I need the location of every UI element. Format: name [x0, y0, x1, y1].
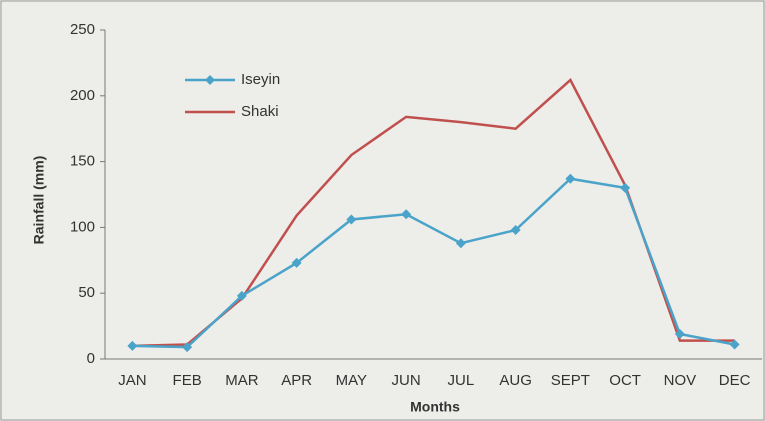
x-tick-label: OCT [609, 372, 641, 389]
x-tick-label: SEPT [551, 372, 590, 389]
x-tick-label: JUN [392, 372, 421, 389]
y-tick-label: 0 [87, 350, 95, 367]
series-marker [127, 340, 138, 351]
series-marker [182, 342, 193, 353]
series-marker [674, 328, 685, 339]
y-tick-label: 50 [78, 284, 95, 301]
legend-label: Shaki [241, 103, 279, 120]
x-axis-title: Months [410, 399, 460, 415]
series-marker [401, 209, 412, 220]
x-tick-label: NOV [664, 372, 697, 389]
legend-label: Iseyin [241, 71, 280, 88]
series-line [132, 177, 735, 349]
y-tick-label: 250 [70, 21, 95, 38]
y-tick-label: 100 [70, 218, 95, 235]
series-marker [291, 257, 302, 268]
x-tick-label: DEC [719, 372, 751, 389]
x-tick-label: JUL [448, 372, 475, 389]
x-tick-label: AUG [499, 372, 532, 389]
x-tick-label: APR [281, 372, 312, 389]
series-marker [346, 214, 357, 225]
y-tick-label: 150 [70, 153, 95, 170]
series-marker [620, 182, 631, 193]
x-tick-label: MAY [336, 372, 367, 389]
series-marker [565, 173, 576, 184]
series-marker [236, 290, 247, 301]
y-tick-label: 200 [70, 87, 95, 104]
series-marker [510, 225, 521, 236]
x-tick-label: FEB [173, 372, 202, 389]
x-tick-label: MAR [225, 372, 259, 389]
y-axis-title: Rainfall (mm) [31, 156, 47, 245]
series-marker [455, 238, 466, 249]
x-tick-label: JAN [118, 372, 146, 389]
legend-marker [205, 75, 215, 85]
series-marker [729, 339, 740, 350]
